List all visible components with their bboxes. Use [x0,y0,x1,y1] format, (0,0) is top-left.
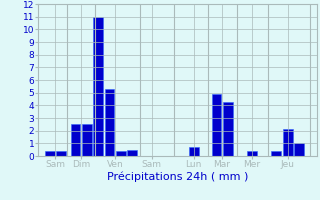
Bar [93,17,103,156]
Bar [294,143,304,156]
Bar [116,151,126,156]
Bar [105,89,115,156]
Bar [56,151,66,156]
Bar [71,124,81,156]
Bar [212,94,221,156]
Bar [223,102,233,156]
Bar [82,124,92,156]
Bar [283,129,292,156]
Bar [247,151,257,156]
Bar [189,147,199,156]
X-axis label: Précipitations 24h ( mm ): Précipitations 24h ( mm ) [107,172,248,182]
Bar [45,151,55,156]
Bar [127,150,137,156]
Bar [271,151,281,156]
